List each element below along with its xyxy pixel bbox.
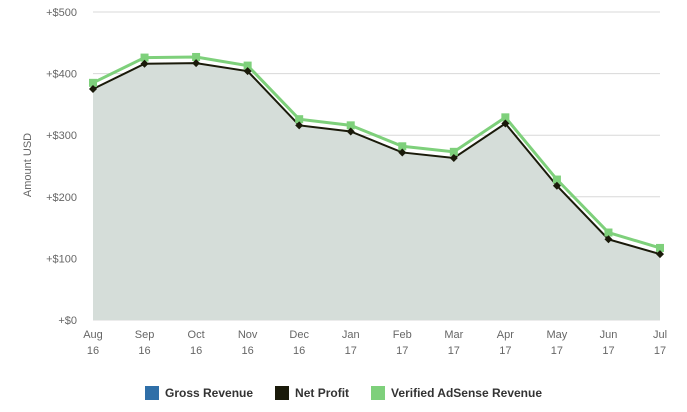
data-point-verified-adsense-revenue[interactable] (449, 147, 458, 156)
data-point-verified-adsense-revenue[interactable] (398, 142, 407, 151)
y-tick-label: +$100 (46, 253, 77, 265)
y-axis-label: Amount USD (22, 133, 34, 197)
series-line-verified-adsense-revenue (92, 55, 661, 250)
x-tick-label-year: 17 (602, 345, 614, 357)
data-point-net-profit[interactable] (656, 250, 664, 259)
x-tick-label-year: 17 (551, 345, 563, 357)
data-point-net-profit[interactable] (346, 127, 355, 136)
x-tick-label-month: May (547, 329, 568, 341)
data-point-verified-adsense-revenue[interactable] (656, 243, 664, 252)
data-point-verified-adsense-revenue[interactable] (192, 52, 201, 61)
data-point-verified-adsense-revenue[interactable] (140, 53, 149, 62)
data-point-verified-adsense-revenue[interactable] (295, 115, 304, 124)
data-point-net-profit[interactable] (552, 181, 561, 190)
data-point-net-profit[interactable] (398, 148, 407, 157)
legend-label-net-profit: Net Profit (295, 386, 350, 400)
x-tick-label-year: 17 (499, 345, 511, 357)
legend: Gross Revenue Net Profit Verified AdSens… (0, 382, 687, 404)
legend-item-net-profit[interactable]: Net Profit (275, 386, 349, 400)
x-tick-label-year: 16 (293, 345, 305, 357)
legend-item-verified-adsense-revenue[interactable]: Verified AdSense Revenue (371, 386, 542, 400)
x-tick-label-month: Apr (497, 329, 514, 341)
x-tick-label-month: Jun (600, 329, 618, 341)
data-point-verified-adsense-revenue[interactable] (604, 228, 613, 237)
x-tick-label-year: 16 (242, 345, 254, 357)
data-point-verified-adsense-revenue[interactable] (501, 113, 510, 122)
x-tick-label-month: Feb (393, 329, 412, 341)
x-tick-label-month: Jan (342, 329, 360, 341)
x-tick-label-year: 17 (396, 345, 408, 357)
data-point-verified-adsense-revenue[interactable] (552, 175, 561, 184)
x-tick-label-month: Oct (188, 329, 205, 341)
legend-label-verified-adsense-revenue: Verified AdSense Revenue (391, 386, 542, 400)
y-tick-label: +$200 (46, 192, 77, 204)
x-tick-label-month: Aug (83, 329, 103, 341)
legend-swatch-verified-adsense-revenue (371, 386, 386, 400)
x-tick-label-year: 17 (345, 345, 357, 357)
legend-swatch-net-profit (275, 386, 290, 400)
legend-item-gross-revenue[interactable]: Gross Revenue (145, 386, 253, 400)
x-tick-label-month: Sep (135, 329, 155, 341)
data-point-net-profit[interactable] (243, 67, 252, 76)
x-tick-label-year: 16 (190, 345, 202, 357)
data-point-net-profit[interactable] (192, 59, 201, 68)
y-tick-label: +$300 (46, 130, 77, 142)
y-axis-ticks: +$0 +$100 +$200 +$300 +$400 +$500 (46, 7, 77, 327)
series-markers[interactable] (89, 52, 664, 259)
y-tick-label: +$500 (46, 7, 77, 19)
data-point-net-profit[interactable] (501, 119, 510, 128)
data-point-net-profit[interactable] (295, 121, 304, 130)
x-tick-label-month: Mar (444, 329, 463, 341)
x-tick-label-month: Jul (653, 329, 667, 341)
x-tick-label-month: Nov (238, 329, 258, 341)
data-point-net-profit[interactable] (140, 59, 149, 68)
data-point-net-profit[interactable] (449, 153, 458, 162)
x-tick-label-year: 17 (448, 345, 460, 357)
series-line-net-profit (92, 62, 661, 256)
area-fill (93, 63, 660, 321)
x-tick-label-month: Dec (289, 329, 309, 341)
x-axis-ticks: Aug 16 Sep 16 Oct 16 Nov 16 Dec 16 Jan 17 Feb 17 Mar 17… (83, 329, 667, 357)
x-tick-label-year: 16 (87, 345, 99, 357)
x-tick-label-year: 16 (138, 345, 150, 357)
data-point-net-profit[interactable] (604, 235, 613, 244)
legend-label-gross-revenue: Gross Revenue (165, 386, 254, 400)
revenue-chart: +$0+$100+$200+$300+$400+$500 Amount USD … (22, 7, 667, 357)
series-lines (92, 55, 661, 256)
data-point-verified-adsense-revenue[interactable] (243, 61, 252, 70)
data-point-net-profit[interactable] (89, 85, 97, 93)
data-point-verified-adsense-revenue[interactable] (346, 121, 355, 130)
x-tick-label-year: 17 (654, 345, 666, 357)
data-point-verified-adsense-revenue[interactable] (89, 78, 97, 87)
area-fill-shape (93, 63, 660, 321)
y-tick-label: +$0 (58, 315, 77, 327)
y-tick-label: +$400 (46, 69, 77, 81)
legend-swatch-gross-revenue (145, 386, 159, 400)
